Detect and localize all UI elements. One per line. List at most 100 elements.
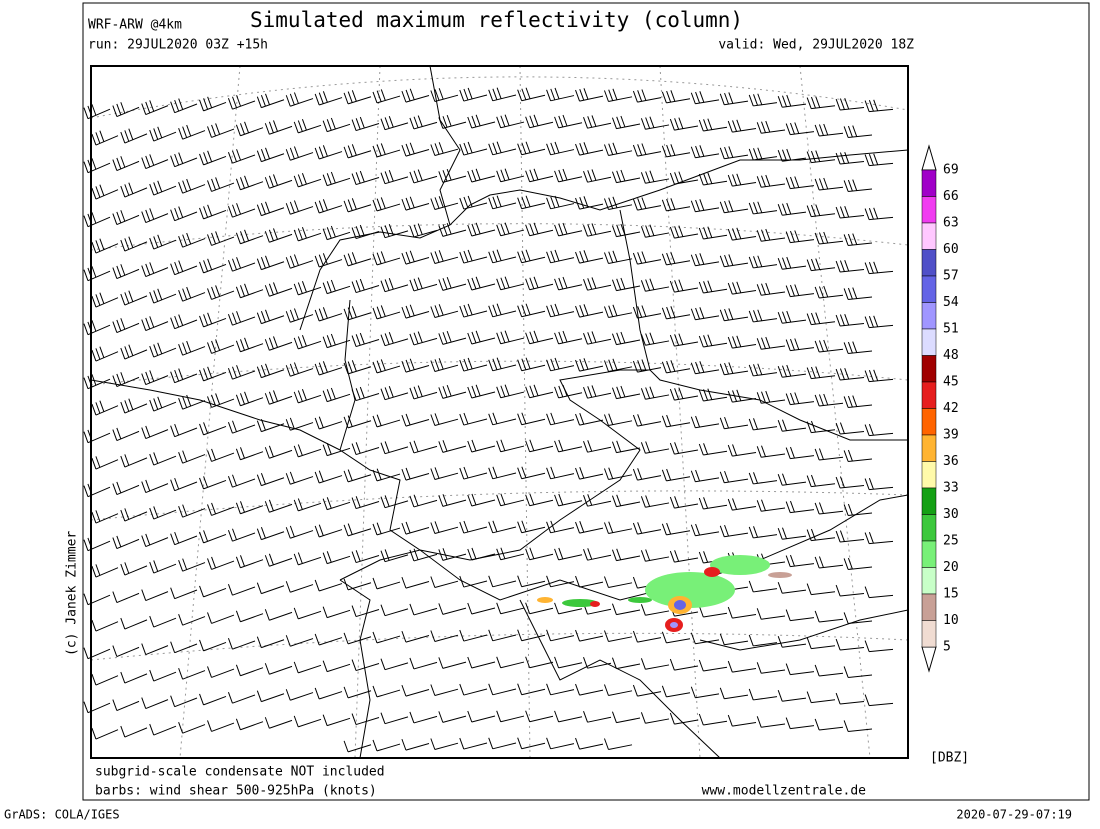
wind-barb: [343, 632, 372, 645]
wind-barb: [235, 391, 264, 407]
wind-barb: [256, 201, 285, 217]
wind-barb: [575, 629, 604, 642]
wind-barb: [285, 146, 314, 161]
wind-barb: [640, 495, 670, 508]
wind-barb: [112, 535, 140, 550]
wind-barb: [322, 443, 351, 457]
wind-barb: [120, 182, 148, 198]
wind-barb: [343, 523, 372, 537]
wind-barb: [401, 88, 430, 103]
wind-barb: [814, 664, 844, 677]
graticule: [90, 65, 909, 759]
colorbar-box: [921, 461, 937, 489]
wind-barb: [227, 95, 256, 110]
wind-barb: [575, 142, 604, 156]
wind-barb: [178, 394, 206, 410]
wind-barb: [814, 610, 844, 623]
wind-barb: [814, 393, 844, 407]
wind-barb: [525, 384, 554, 399]
wind-barb: [496, 222, 525, 237]
wind-barb: [256, 309, 285, 325]
wind-barb: [141, 533, 169, 548]
wind-barb: [546, 249, 575, 264]
wind-barb: [632, 684, 662, 697]
wind-barb: [380, 386, 409, 401]
colorbar-box: [921, 434, 937, 462]
wind-barb: [525, 493, 554, 507]
wind-barb: [843, 233, 873, 246]
wind-barb: [438, 276, 467, 291]
wind-barb: [199, 312, 227, 328]
colorbar-box: [921, 302, 937, 330]
wind-barb: [141, 643, 169, 656]
wind-barb: [575, 575, 604, 588]
wind-barb: [517, 141, 546, 156]
wind-barb: [343, 415, 372, 429]
wind-barb: [256, 419, 285, 433]
wind-barb: [669, 333, 699, 347]
wind-barb: [380, 278, 409, 293]
wind-barb: [864, 315, 894, 329]
wind-barb: [488, 141, 517, 156]
wind-barb: [149, 452, 177, 466]
wind-barb: [112, 264, 140, 280]
colorbar-box: [921, 222, 937, 250]
wind-barb: [554, 168, 583, 183]
wind-barb: [199, 639, 227, 652]
wind-barb: [583, 385, 612, 399]
wind-barb: [207, 612, 235, 624]
wind-barb: [322, 117, 351, 133]
wind-barb: [698, 443, 728, 456]
wind-barb: [112, 427, 140, 442]
wind-barb: [603, 413, 633, 427]
wind-barb: [91, 619, 119, 632]
wind-barb: [83, 374, 111, 390]
colorbar-label: 10: [943, 613, 959, 628]
wind-barb: [690, 632, 720, 645]
wind-barb: [120, 508, 148, 522]
wind-barb: [141, 100, 169, 116]
wind-barb: [314, 470, 343, 484]
wind-barb: [843, 179, 873, 192]
wind-barb: [756, 336, 786, 350]
wind-barb: [459, 466, 488, 480]
colorbar-label: 60: [943, 242, 959, 257]
wind-barb: [843, 612, 873, 624]
wind-barb: [83, 212, 111, 228]
wind-barb: [611, 711, 641, 724]
wind-barb: [640, 712, 670, 724]
wind-barb: [727, 498, 757, 511]
wind-barb: [748, 309, 778, 323]
wind-barb: [488, 575, 517, 588]
wind-barb: [178, 124, 206, 140]
wind-barb: [170, 695, 198, 708]
colorbar-top-arrow: [921, 144, 937, 171]
software-label: GrADS: COLA/IGES: [4, 808, 120, 822]
colorbar-label: 25: [943, 534, 959, 549]
wind-barb: [748, 363, 778, 377]
wind-barb: [756, 608, 786, 620]
wind-barb: [264, 445, 293, 459]
wind-barb: [120, 454, 148, 468]
wind-barb: [719, 308, 749, 322]
wind-barb: [235, 501, 264, 515]
wind-barb: [430, 738, 459, 750]
wind-barb: [235, 121, 264, 137]
wind-barb: [372, 577, 401, 590]
coastline: [519, 599, 721, 759]
wind-barb: [835, 476, 865, 489]
wind-barb: [806, 312, 836, 326]
colorbar-box: [921, 249, 937, 277]
wind-barb: [488, 412, 517, 426]
wind-barb: [430, 304, 459, 318]
wind-barb: [864, 99, 894, 113]
wind-barb: [661, 144, 691, 158]
wind-barb: [264, 336, 293, 351]
wind-barb: [843, 666, 873, 678]
wind-barb: [227, 365, 256, 380]
wind-barb: [149, 126, 177, 142]
wind-barb: [698, 388, 728, 402]
wind-barb: [777, 690, 807, 702]
wind-barb: [314, 361, 343, 376]
wind-barb: [322, 387, 351, 403]
